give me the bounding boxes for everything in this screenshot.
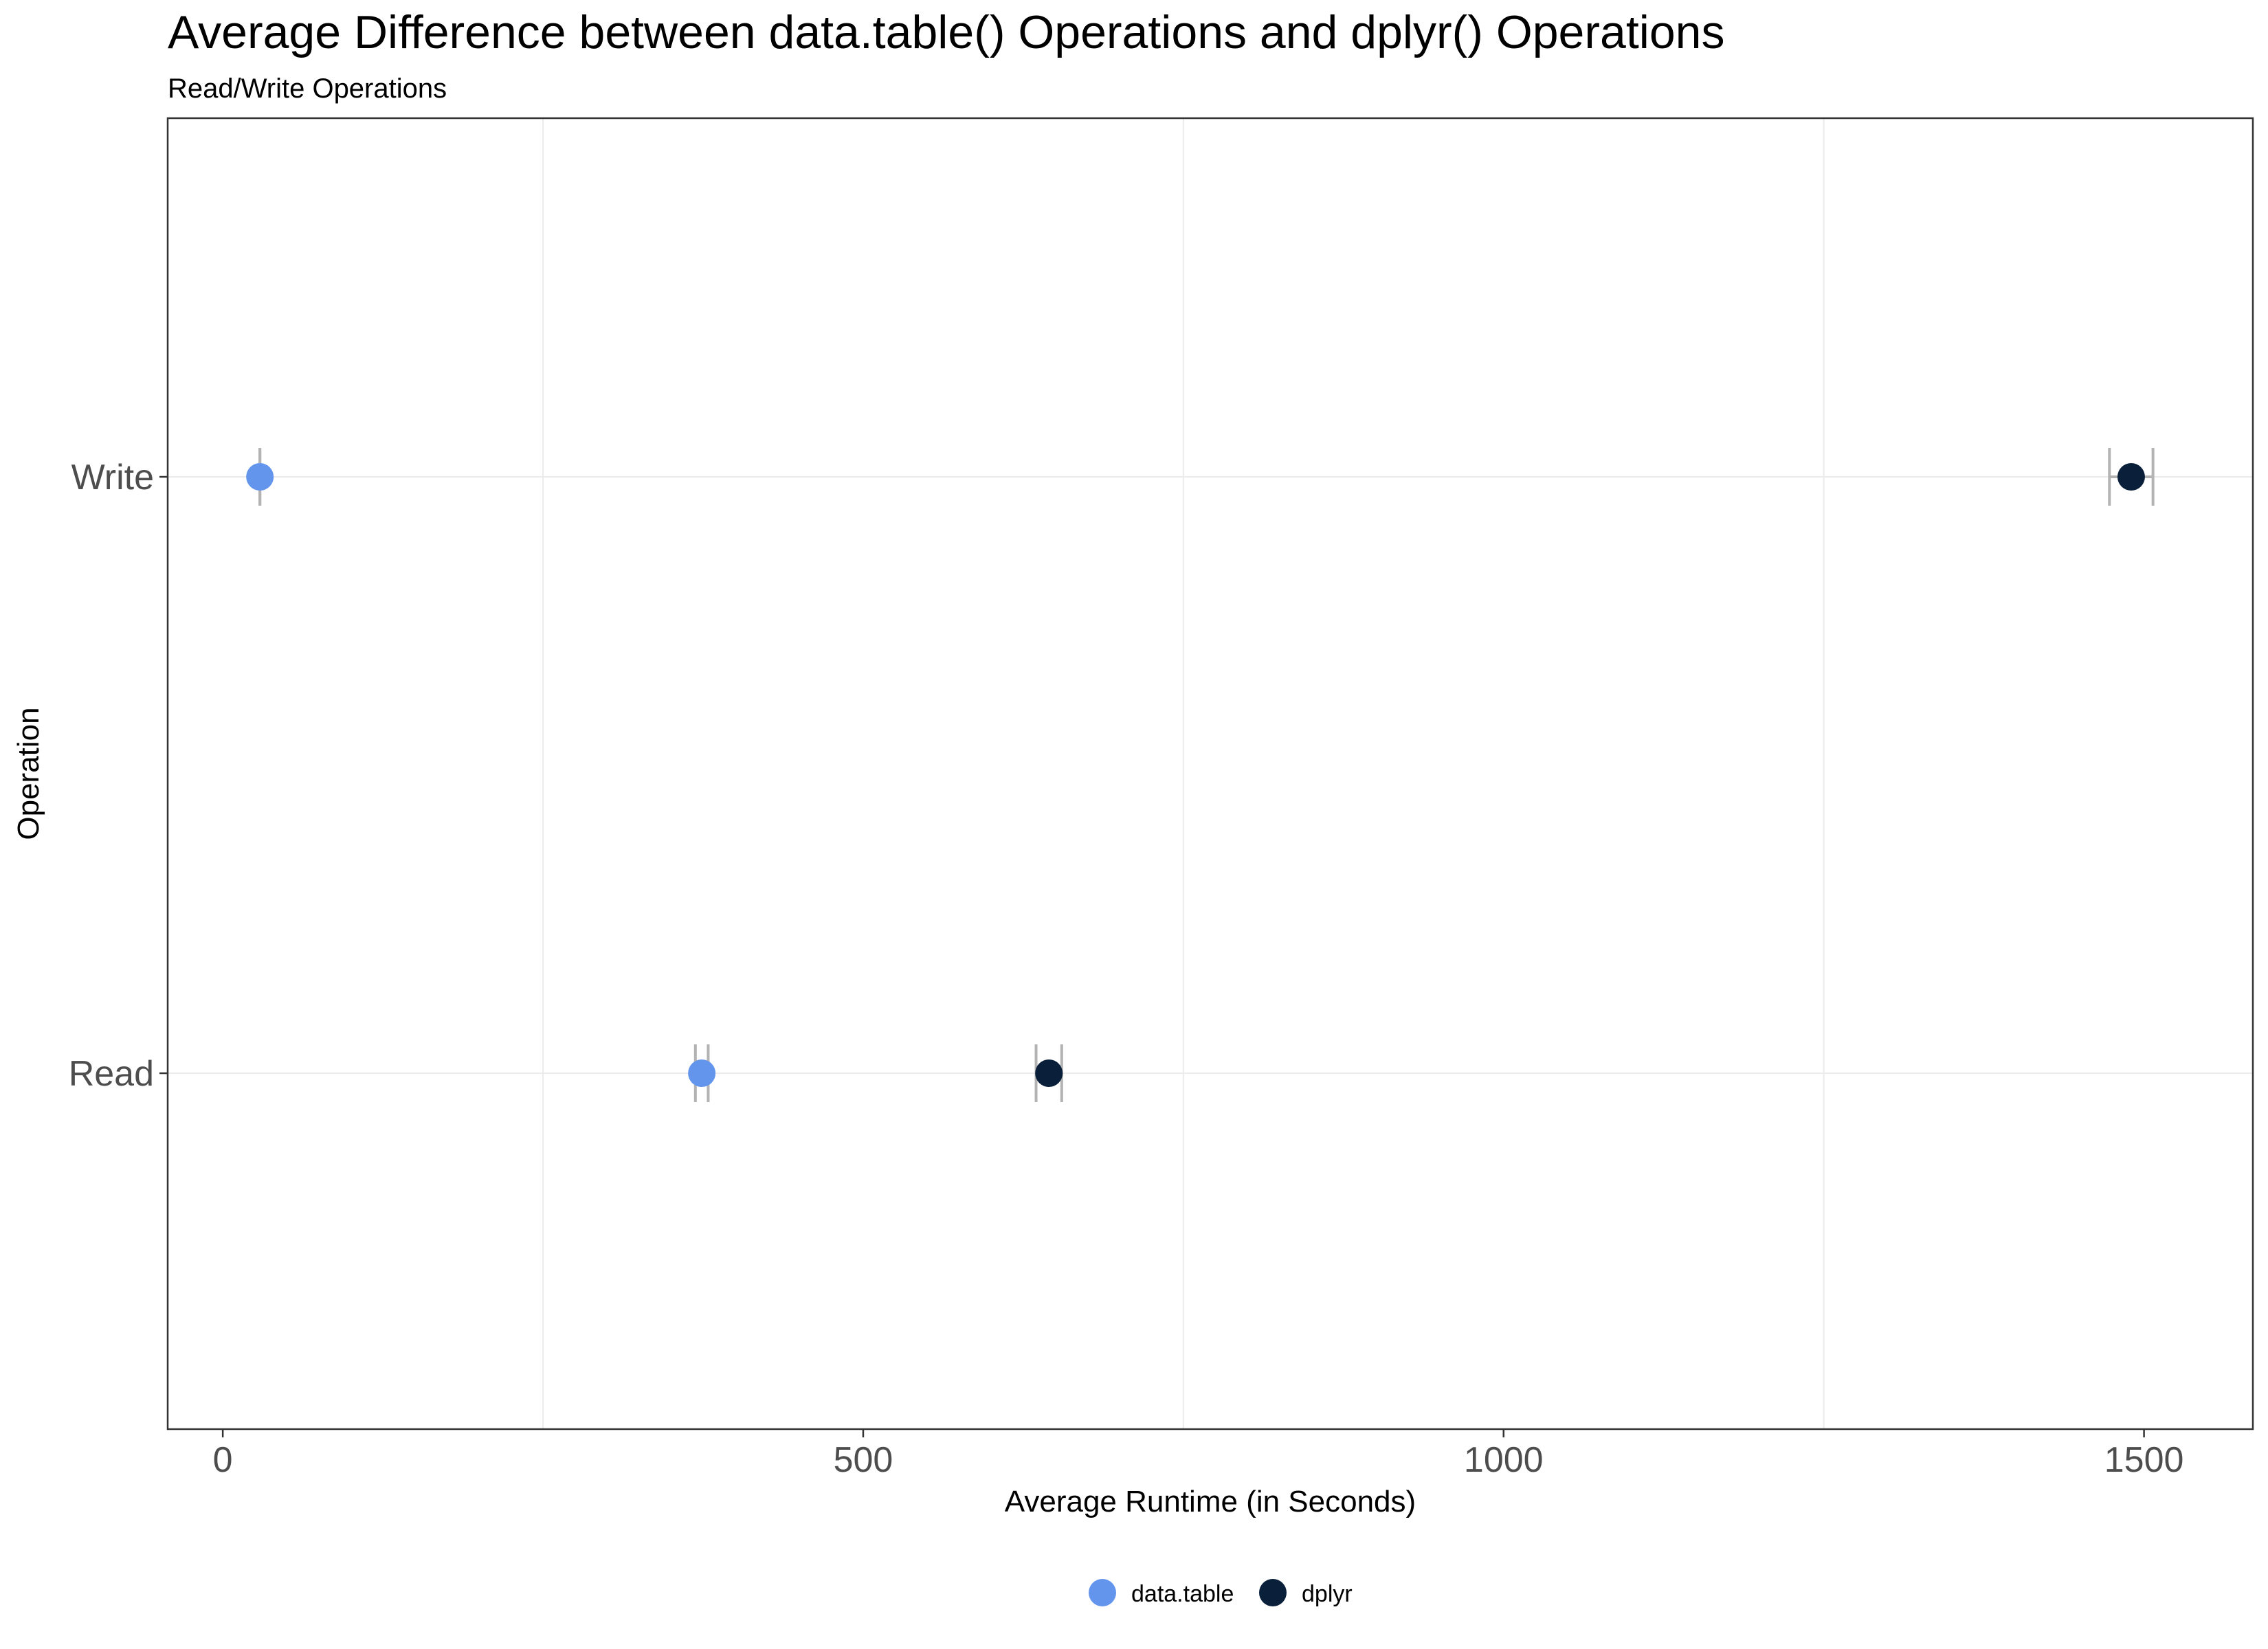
data-point-data-table-write (246, 463, 274, 491)
data-point-dplyr-read (1035, 1059, 1063, 1087)
chart-title: Average Difference between data.table() … (168, 6, 1724, 58)
x-tick-label: 0 (213, 1440, 233, 1480)
x-tick-label: 500 (834, 1440, 893, 1480)
data-point-dplyr-write (2117, 463, 2145, 491)
x-axis-title: Average Runtime (in Seconds) (1005, 1485, 1416, 1518)
legend-key-dplyr (1259, 1579, 1287, 1606)
y-tick-label: Read (69, 1054, 154, 1094)
x-axis: 0 500 1000 1500 (213, 1429, 2184, 1480)
legend: data.table dplyr (1089, 1579, 1353, 1607)
panel-border (166, 117, 2254, 1431)
data-points (246, 463, 2145, 1087)
x-tick-label: 1500 (2104, 1440, 2184, 1480)
x-tick-label: 1000 (1464, 1440, 1544, 1480)
legend-label: data.table (1131, 1581, 1234, 1607)
y-axis-title: Operation (12, 707, 45, 840)
legend-label: dplyr (1302, 1581, 1353, 1607)
data-point-data-table-read (688, 1059, 716, 1087)
grid-lines (168, 118, 2253, 1429)
legend-key-data-table (1089, 1579, 1116, 1606)
y-tick-label: Write (71, 458, 154, 497)
chart-subtitle: Read/Write Operations (168, 74, 447, 104)
y-axis: Read Write (69, 458, 168, 1094)
